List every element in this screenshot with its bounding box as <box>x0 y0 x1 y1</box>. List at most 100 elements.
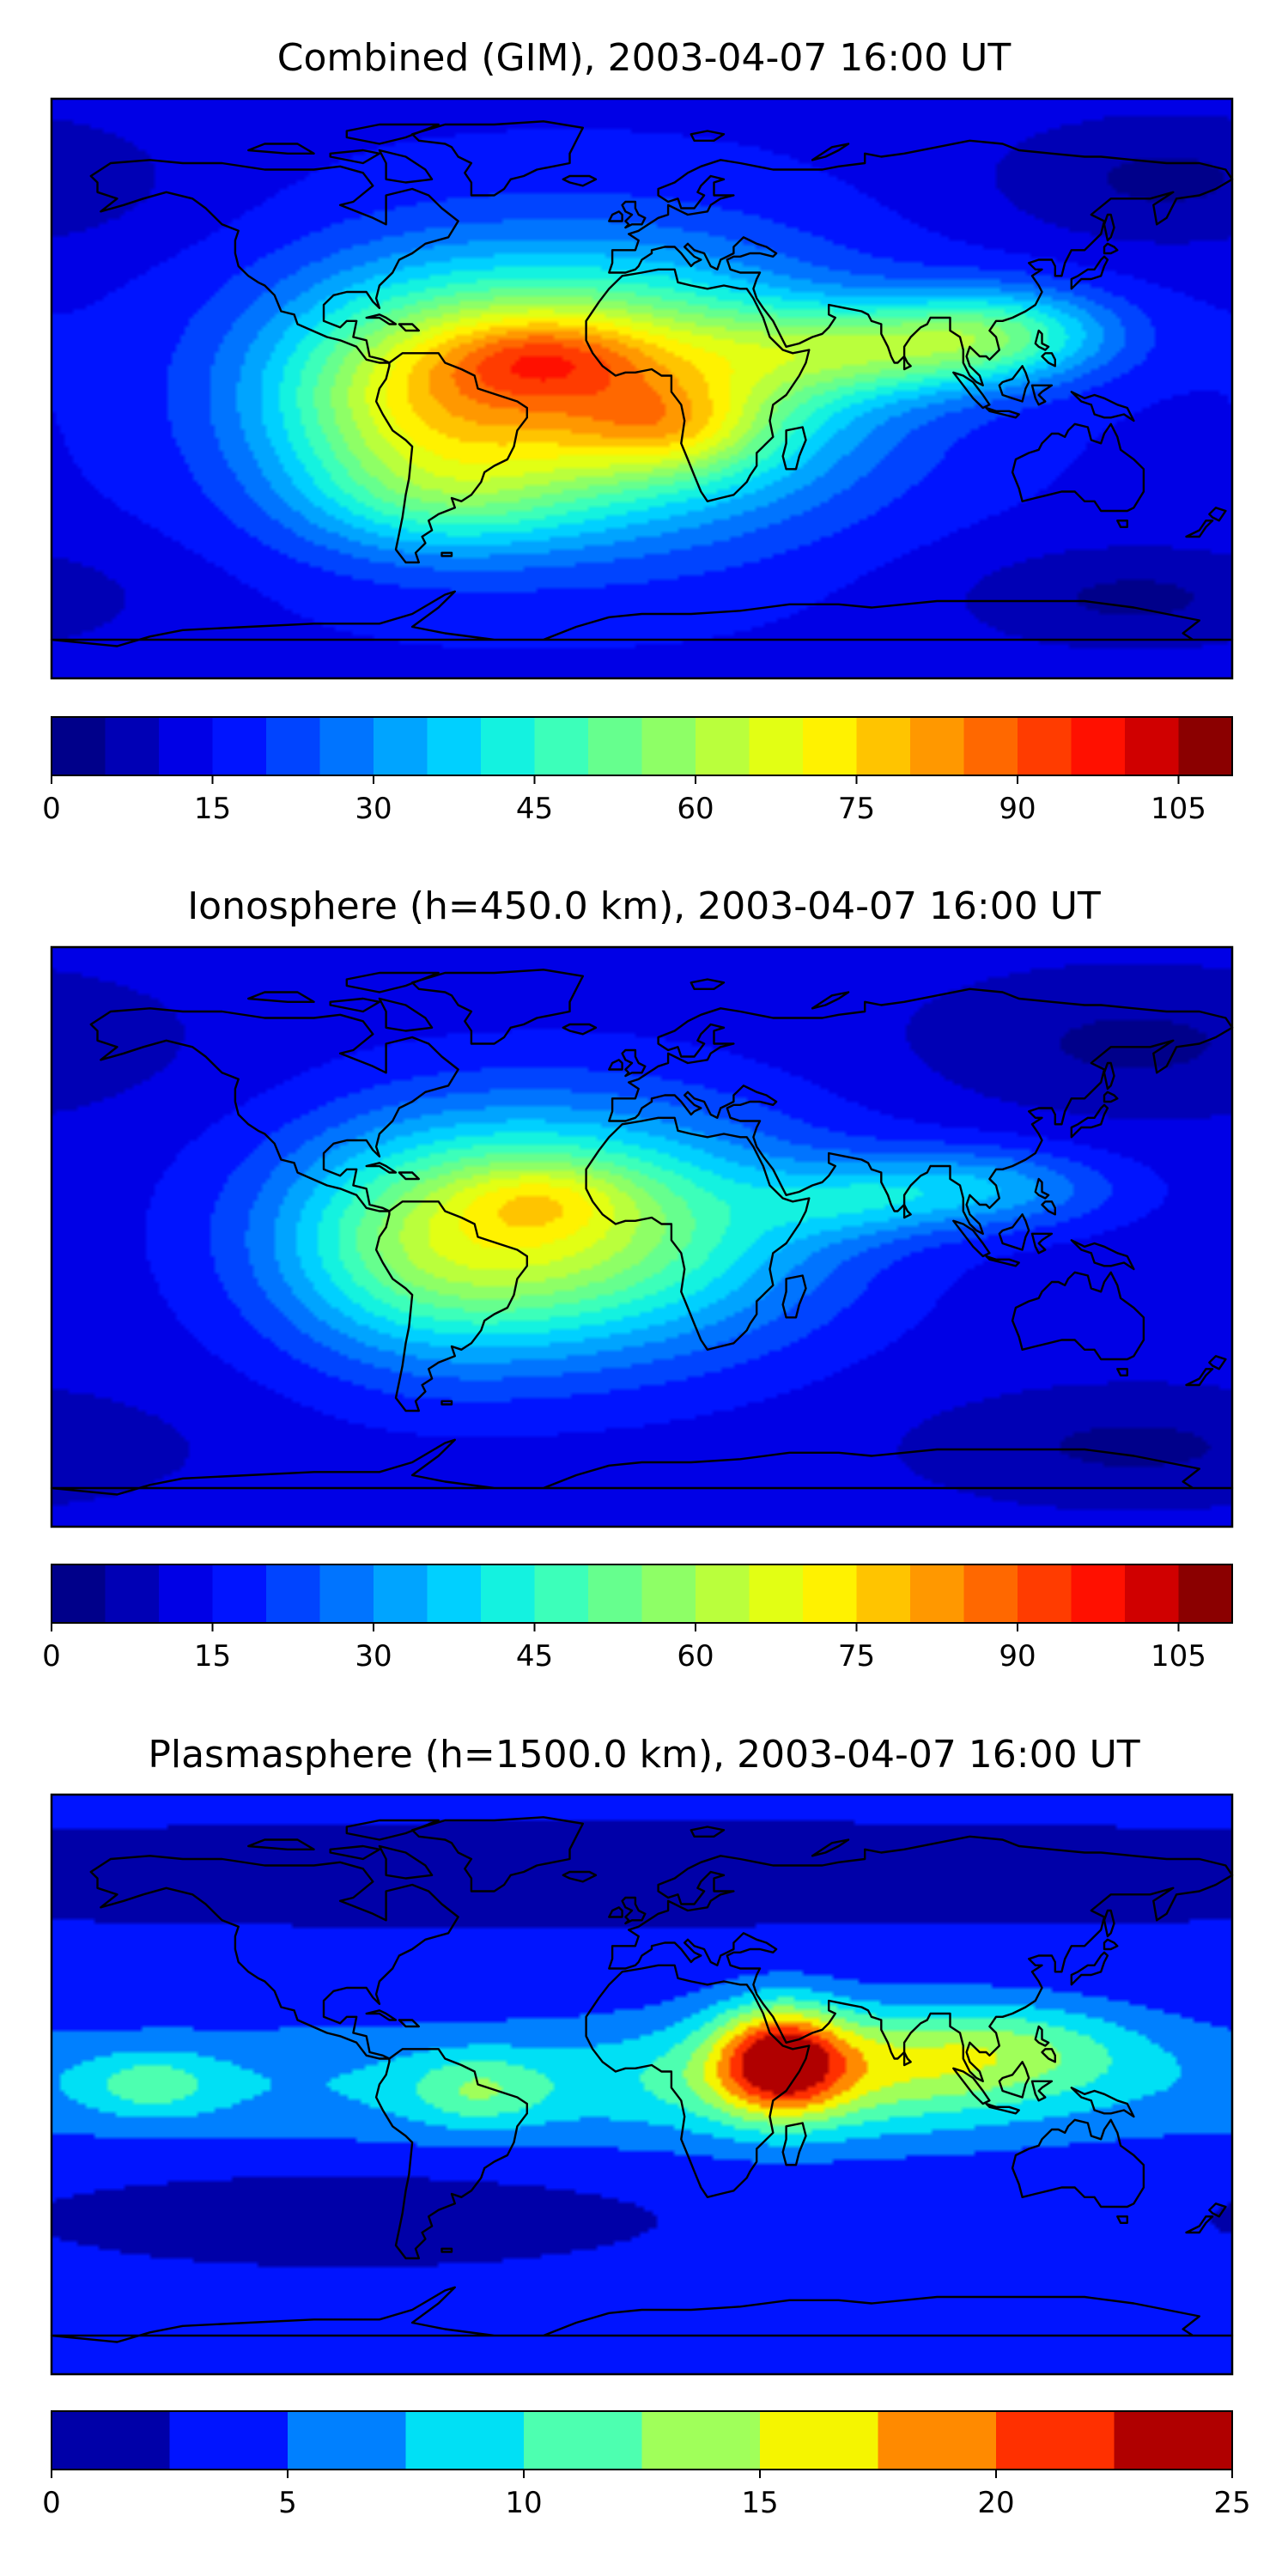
colorbar-tick-label: 0 <box>42 1639 61 1674</box>
coastline-path <box>247 1838 315 1850</box>
coastline-path <box>378 997 434 1032</box>
coastline-path <box>902 1203 912 1219</box>
coastline-path <box>398 1171 420 1181</box>
coastline-path <box>50 1438 1234 1496</box>
contour-field <box>52 947 1232 1527</box>
coastline-path <box>585 1964 811 2198</box>
coastlines <box>50 1816 1234 2343</box>
colorbar-swatch <box>760 2411 879 2470</box>
coastline-path <box>608 210 623 222</box>
colorbar-swatch <box>1018 1564 1072 1623</box>
coastline-path <box>952 1219 991 1258</box>
colorbar-swatch <box>910 717 965 775</box>
colorbar-tick-label: 20 <box>977 2486 1014 2520</box>
coastline-path <box>1041 2048 1056 2063</box>
colorbar-swatch <box>910 1564 965 1623</box>
colorbar-swatch <box>696 1564 750 1623</box>
coastline-path <box>1034 1177 1050 1200</box>
coastline-path <box>608 1059 623 1071</box>
coastline-path <box>585 268 811 502</box>
coastline-path <box>1034 329 1050 351</box>
coastline-path <box>89 1855 459 2060</box>
colorbar-swatch <box>749 1564 804 1623</box>
coastline-path <box>1116 1368 1128 1376</box>
coastline-path <box>998 365 1030 403</box>
coastline-path <box>781 426 807 471</box>
coastline-path <box>690 1826 726 1838</box>
coastline-path <box>247 143 315 155</box>
colorbar-swatch <box>963 1564 1018 1623</box>
colorbar-tick-label: 75 <box>838 1639 875 1674</box>
colorbar-swatch <box>1125 1564 1180 1623</box>
coastline-path <box>374 1200 528 1413</box>
colorbar-swatch <box>427 717 482 775</box>
coastlines <box>50 120 1234 647</box>
coastline-path <box>1103 242 1119 255</box>
colorbar-tick-label: 15 <box>194 1639 231 1674</box>
coastline-path <box>440 2247 453 2253</box>
colorbar: 0 15 30 45 60 75 90 105 <box>42 1564 1233 1674</box>
colorbar-swatch <box>52 1564 106 1623</box>
coastline-path <box>608 1906 623 1918</box>
coastline-path <box>410 120 584 197</box>
coastline-path <box>1070 255 1109 290</box>
coastline-path <box>398 2019 420 2028</box>
colorbar-swatch <box>534 1564 589 1623</box>
coastline-path <box>781 2122 807 2166</box>
coastline-path <box>365 313 398 325</box>
coastline-path <box>1208 2202 1227 2218</box>
coastline-path <box>952 2067 991 2105</box>
coastline-path <box>345 1819 440 1841</box>
coastline-path <box>621 1048 647 1078</box>
coastline-path <box>811 143 850 161</box>
coastline-path <box>365 2009 398 2021</box>
coastline-path <box>1030 384 1054 406</box>
coastline-path <box>1030 1232 1054 1255</box>
colorbar-swatch <box>878 2411 997 2470</box>
colorbar-tick-label: 30 <box>355 1639 392 1674</box>
colorbar-ticks: 0 15 30 45 60 75 90 105 <box>42 775 1206 826</box>
coastline-path <box>1030 2080 1054 2102</box>
coastline-path <box>374 352 528 564</box>
coastline-path <box>1116 2215 1128 2224</box>
colorbar-tick-label: 105 <box>1151 792 1206 826</box>
coastline-path <box>985 406 1020 419</box>
coastline-path <box>998 2061 1030 2099</box>
coastline-path <box>374 2048 528 2260</box>
map <box>50 97 1234 680</box>
colorbar-swatch <box>996 2411 1115 2470</box>
coastline-path <box>329 1844 381 1861</box>
colorbar-ticks: 0 5 10 15 20 25 <box>42 2470 1251 2520</box>
coastline-path <box>1070 1239 1135 1271</box>
colorbar-tick-label: 60 <box>677 792 714 826</box>
colorbar-tick-label: 15 <box>194 792 231 826</box>
coastline-path <box>902 355 912 371</box>
colorbar-ticks: 0 15 30 45 60 75 90 105 <box>42 1623 1206 1674</box>
coastline-path <box>50 590 1234 647</box>
contour-field <box>52 1795 1232 2374</box>
panel-title: Ionosphere (h=450.0 km), 2003-04-07 16:0… <box>187 884 1101 928</box>
coastline-path <box>410 1816 584 1893</box>
colorbar-frame <box>51 1564 1233 1624</box>
colorbar-frame <box>51 716 1233 776</box>
coastline-path <box>1103 213 1115 242</box>
coastline-path <box>811 991 850 1010</box>
colorbar-tick-label: 90 <box>999 1639 1036 1674</box>
coastline-path <box>398 323 420 332</box>
map-frame <box>50 1793 1234 2376</box>
coastline-path <box>89 159 459 364</box>
colorbar-tick-label: 5 <box>278 2486 297 2520</box>
coastline-path <box>1103 1938 1119 1951</box>
coastline-path <box>410 969 584 1045</box>
colorbar-tick-label: 60 <box>677 1639 714 1674</box>
coastline-path <box>1034 2025 1050 2047</box>
coastline-path <box>902 2050 912 2067</box>
coastline-path <box>998 1213 1030 1251</box>
coastline-path <box>345 971 440 993</box>
colorbar-swatch <box>641 717 696 775</box>
coastline-path <box>329 149 381 165</box>
coastline-path <box>1208 507 1227 522</box>
panel-ionosphere: Ionosphere (h=450.0 km), 2003-04-07 16:0… <box>42 884 1234 1674</box>
colorbar-swatches <box>52 717 1233 775</box>
